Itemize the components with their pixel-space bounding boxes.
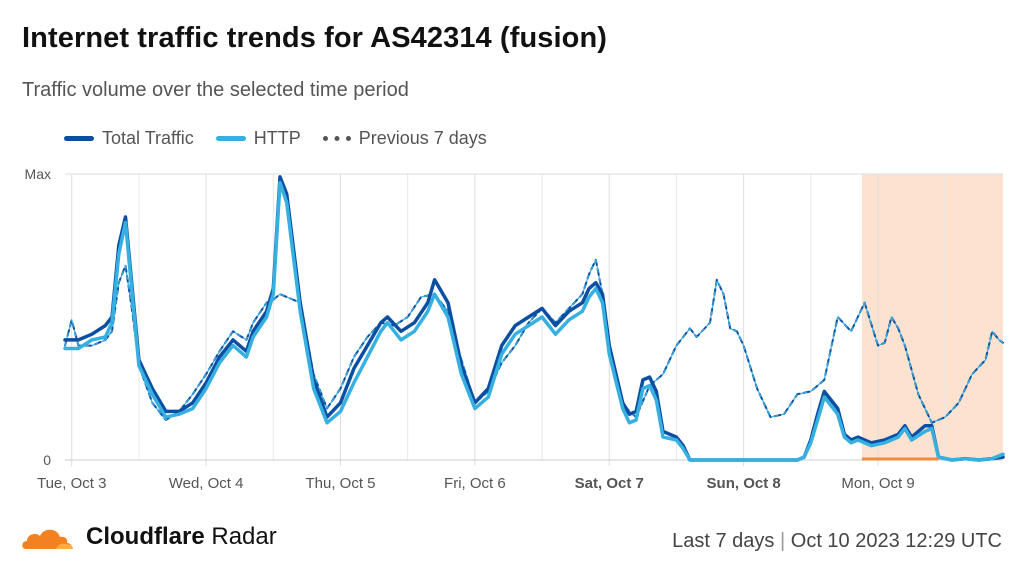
legend-label-http: HTTP	[253, 128, 301, 148]
brand-name: Cloudflare Radar	[86, 523, 277, 551]
legend-item-http[interactable]: HTTP	[215, 128, 301, 149]
legend-label-previous: Previous 7 days	[358, 128, 487, 148]
series-http	[63, 180, 1005, 462]
y-tick-label: 0	[43, 452, 51, 468]
legend-item-total[interactable]: Total Traffic	[64, 128, 194, 149]
footer-period: Last 7 days	[672, 530, 775, 552]
series-previous-light	[64, 259, 1004, 424]
legend-item-previous[interactable]: Previous 7 days	[322, 128, 487, 149]
series-total-traffic	[63, 175, 1005, 462]
highlight-band	[861, 174, 1003, 460]
y-tick-label: Max	[25, 166, 51, 182]
x-tick-label: Fri, Oct 6	[444, 475, 506, 492]
series-previous-dark	[64, 258, 1004, 424]
x-tick-label: Sun, Oct 8	[707, 475, 781, 492]
cloud-icon	[22, 529, 73, 549]
legend-swatch-http	[215, 136, 246, 141]
x-tick-label: Tue, Oct 3	[37, 475, 106, 492]
x-tick-label: Thu, Oct 5	[305, 475, 375, 492]
chart-legend: Total Traffic HTTP Previous 7 days	[64, 128, 509, 149]
legend-swatch-previous	[322, 136, 351, 141]
brand-name-regular: Radar	[211, 523, 277, 550]
legend-label-total: Total Traffic	[102, 128, 194, 148]
x-tick-label: Sat, Oct 7	[575, 475, 644, 492]
brand-logo[interactable]: Cloudflare Radar	[20, 522, 277, 552]
legend-swatch-total	[64, 136, 94, 141]
footer-timestamp: Oct 10 2023 12:29 UTC	[790, 530, 1002, 552]
x-tick-label: Wed, Oct 4	[169, 475, 244, 492]
x-tick-label: Mon, Oct 9	[841, 475, 914, 492]
traffic-line-chart: Tue, Oct 3 Wed, Oct 4 Thu, Oct 5 Fri, Oct 6…	[25, 166, 1005, 492]
chart-subtitle: Traffic volume over the selected time pe…	[22, 79, 409, 101]
brand-name-bold: Cloudflare	[86, 523, 205, 550]
chart-title: Internet traffic trends for AS42314 (fus…	[22, 22, 608, 54]
footer-info: Last 7 days | Oct 10 2023 12:29 UTC	[672, 530, 1002, 552]
